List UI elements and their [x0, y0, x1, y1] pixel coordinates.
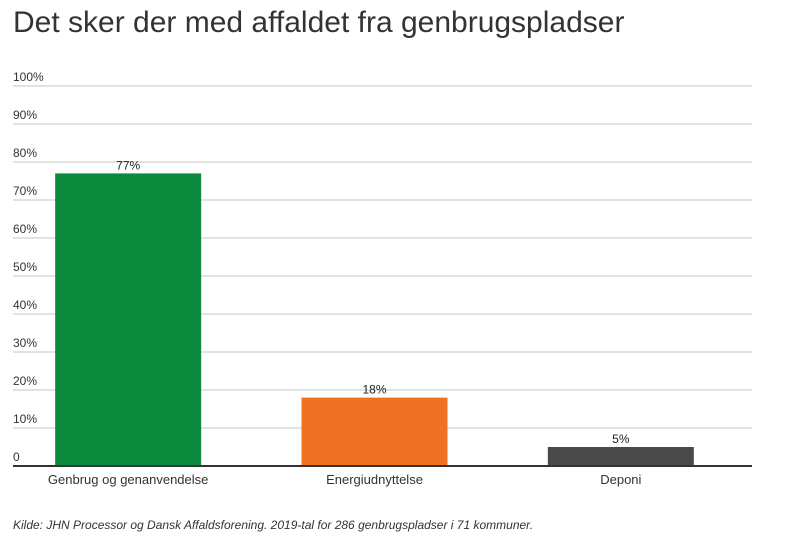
y-tick-label: 40% — [13, 298, 37, 312]
y-tick-label: 20% — [13, 374, 37, 388]
y-tick-label: 70% — [13, 184, 37, 198]
chart-title: Det sker der med affaldet fra genbrugspl… — [13, 6, 625, 39]
y-tick-label: 100% — [13, 70, 44, 84]
bar — [55, 173, 202, 466]
y-tick-label: 60% — [13, 222, 37, 236]
y-tick-label: 30% — [13, 336, 37, 350]
category-label: Genbrug og genanvendelse — [48, 472, 208, 487]
data-label: 77% — [116, 158, 140, 172]
data-label: 5% — [612, 432, 630, 446]
y-tick-label: 80% — [13, 146, 37, 160]
y-tick-label: 0 — [13, 450, 20, 464]
bar — [547, 447, 694, 466]
bar — [301, 397, 448, 466]
y-tick-label: 90% — [13, 108, 37, 122]
data-label: 18% — [362, 383, 386, 397]
y-tick-label: 50% — [13, 260, 37, 274]
category-label: Energiudnyttelse — [326, 472, 423, 487]
bar-chart: 0 10% 20% 30% 40% 50% 60% 70% 80% 90% 100% 77% Genbr… — [13, 70, 752, 487]
source-note: Kilde: JHN Processor og Dansk Affaldsfor… — [13, 518, 534, 532]
y-tick-label: 10% — [13, 412, 37, 426]
category-label: Deponi — [600, 472, 641, 487]
